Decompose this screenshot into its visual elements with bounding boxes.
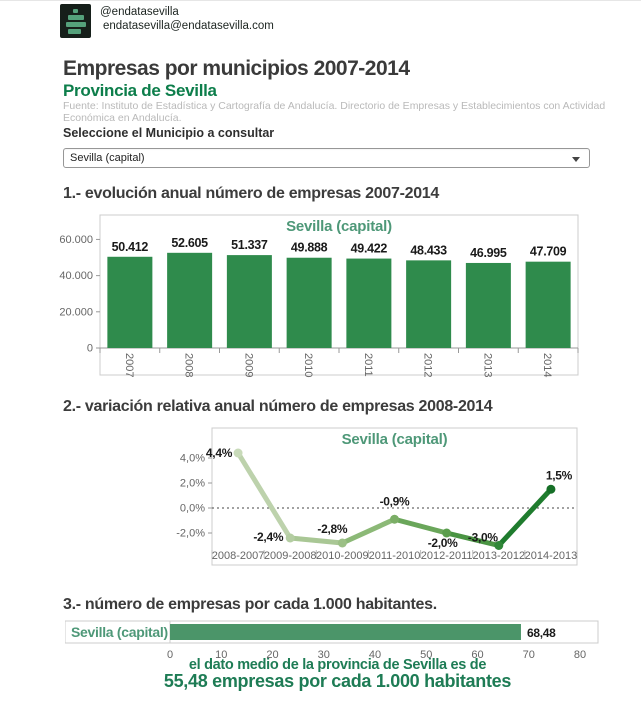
- svg-text:40.000: 40.000: [59, 270, 93, 282]
- page-title: Empresas por municipios 2007-2014: [63, 57, 410, 80]
- bar-chart-logo-icon: [60, 4, 91, 38]
- svg-text:2013: 2013: [481, 353, 493, 377]
- svg-text:2011: 2011: [362, 353, 374, 377]
- svg-text:50: 50: [420, 649, 432, 661]
- svg-text:0,0%: 0,0%: [180, 503, 205, 515]
- svg-text:2013-2012: 2013-2012: [472, 550, 525, 562]
- logo-bar: [68, 15, 84, 20]
- svg-text:2011-2010: 2011-2010: [369, 550, 421, 562]
- svg-text:47.709: 47.709: [530, 245, 567, 259]
- svg-text:48.433: 48.433: [410, 243, 447, 257]
- svg-text:Sevilla (capital): Sevilla (capital): [342, 431, 448, 448]
- svg-text:49.422: 49.422: [351, 242, 388, 256]
- svg-text:0: 0: [167, 649, 173, 661]
- svg-text:20.000: 20.000: [59, 306, 93, 318]
- svg-text:Sevilla (capital): Sevilla (capital): [286, 218, 392, 235]
- svg-text:2012-2011: 2012-2011: [421, 550, 473, 562]
- logo-bar: [73, 9, 78, 13]
- twitter-handle: @endatasevilla: [100, 6, 179, 18]
- municipio-select-label: Seleccione el Municipio a consultar: [63, 126, 275, 140]
- municipio-select[interactable]: Sevilla (capital): [63, 148, 590, 168]
- page-subtitle: Provincia de Sevilla: [63, 81, 217, 100]
- svg-text:-2,4%: -2,4%: [253, 530, 283, 544]
- svg-text:-2,0%: -2,0%: [428, 536, 458, 550]
- svg-text:70: 70: [523, 649, 535, 661]
- logo-bar: [66, 22, 86, 27]
- svg-text:-2,8%: -2,8%: [317, 522, 347, 536]
- logo-bar: [68, 29, 81, 34]
- svg-text:Sevilla (capital): Sevilla (capital): [71, 624, 168, 640]
- svg-text:60.000: 60.000: [59, 234, 93, 246]
- svg-text:52.605: 52.605: [171, 236, 208, 250]
- svg-text:10: 10: [215, 649, 227, 661]
- municipio-select-value: Sevilla (capital): [70, 152, 145, 164]
- svg-text:0: 0: [87, 343, 93, 355]
- svg-text:49.888: 49.888: [291, 241, 328, 255]
- provincia-average-line1: el dato medio de la provincia de Sevilla…: [188, 657, 487, 673]
- svg-text:30: 30: [318, 649, 330, 661]
- svg-text:60: 60: [471, 649, 483, 661]
- svg-text:2008-2007: 2008-2007: [212, 550, 265, 562]
- bar-chart-empresas: Sevilla (capital) 60.000 40.000 20.000 0 50.4…: [59, 214, 579, 377]
- data-source-note: Fuente: Instituto de Estadística y Carto…: [63, 100, 606, 124]
- svg-text:1,5%: 1,5%: [546, 468, 573, 482]
- chevron-down-icon: [572, 157, 580, 162]
- svg-text:-2,0%: -2,0%: [176, 528, 205, 540]
- section-1-heading: 1.- evolución anual número de empresas 2…: [63, 185, 439, 202]
- svg-text:2014: 2014: [541, 353, 553, 377]
- svg-text:2012: 2012: [422, 353, 434, 377]
- svg-text:2009-2008: 2009-2008: [264, 550, 317, 562]
- hbar-chart-habitantes: Sevilla (capital) 68,48 0 10 20 30 40 50 60 70 80: [65, 620, 599, 661]
- svg-text:2009: 2009: [242, 353, 254, 377]
- section-3-heading: 3.- número de empresas por cada 1.000 ha…: [63, 596, 437, 613]
- svg-text:-3,0%: -3,0%: [468, 531, 498, 545]
- svg-text:40: 40: [369, 649, 381, 661]
- svg-text:2010-2009: 2010-2009: [316, 550, 369, 562]
- svg-text:4,0%: 4,0%: [180, 453, 205, 465]
- svg-text:51.337: 51.337: [231, 238, 268, 252]
- svg-text:4,4%: 4,4%: [206, 446, 233, 460]
- svg-text:46.995: 46.995: [470, 246, 507, 260]
- svg-text:2010: 2010: [302, 353, 314, 377]
- provincia-average-line2: 55,48 empresas por cada 1.000 habitantes: [163, 671, 512, 691]
- svg-text:50.412: 50.412: [112, 240, 149, 254]
- line-chart-variacion: Sevilla (capital) 4,0% 2,0% 0,0% -2,0% 2008-2…: [176, 427, 578, 566]
- svg-text:80: 80: [574, 649, 586, 661]
- svg-text:20: 20: [266, 649, 278, 661]
- svg-text:2,0%: 2,0%: [180, 478, 205, 490]
- contact-email: endatasevilla@endatasevilla.com: [103, 20, 274, 32]
- svg-text:68,48: 68,48: [527, 626, 556, 640]
- section-2-heading: 2.- variación relativa anual número de e…: [63, 398, 493, 415]
- svg-text:-0,9%: -0,9%: [380, 494, 410, 508]
- svg-text:2008: 2008: [183, 353, 195, 377]
- top-divider: [0, 0, 641, 1]
- svg-text:2007: 2007: [123, 353, 135, 377]
- svg-text:2014-2013: 2014-2013: [525, 550, 578, 562]
